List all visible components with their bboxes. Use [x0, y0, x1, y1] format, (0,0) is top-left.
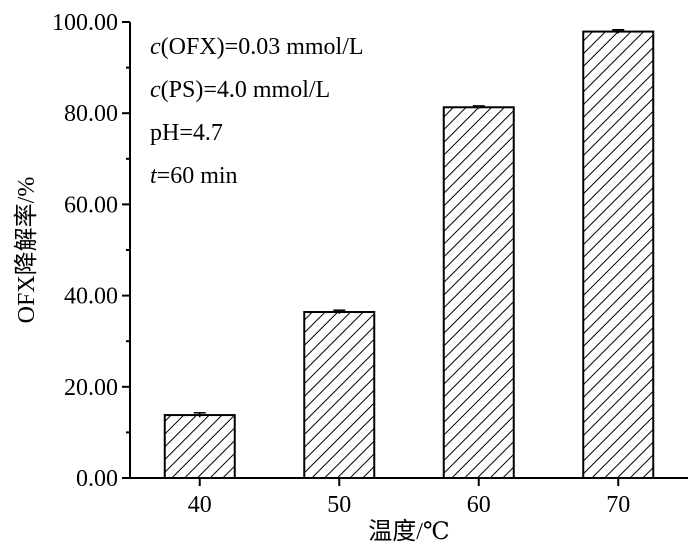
x-axis-ticks: 40 50 60 70	[188, 478, 630, 518]
x-tick-label-60: 60	[467, 492, 491, 518]
y-tick-label: 40.00	[64, 284, 118, 310]
bars	[163, 29, 655, 480]
bar-40	[163, 414, 236, 479]
x-tick-label-40: 40	[188, 492, 212, 518]
y-tick-label: 80.00	[64, 101, 118, 127]
y-tick-label: 100.00	[52, 10, 118, 36]
bar-60	[442, 106, 515, 479]
annotation-line: c(PS)=4.0 mmol/L	[150, 77, 330, 103]
y-axis-ticks: 0.00 20.00 40.00 60.00 80.00 100.00	[52, 10, 130, 492]
x-tick-label-50: 50	[327, 492, 351, 518]
annotation-line: t=60 min	[150, 163, 238, 189]
annotation-line: pH=4.7	[150, 120, 223, 146]
x-tick-label-70: 70	[606, 492, 630, 518]
y-axis-title: OFX降解率/%	[13, 177, 40, 324]
bar-70	[582, 30, 655, 480]
y-tick-label: 0.00	[76, 466, 118, 492]
annotation-line: c(OFX)=0.03 mmol/L	[150, 34, 364, 60]
y-tick-label: 60.00	[64, 192, 118, 218]
annotation-block: c(OFX)=0.03 mmol/L c(PS)=4.0 mmol/L pH=4.7…	[150, 34, 364, 189]
y-tick-label: 20.00	[64, 375, 118, 401]
bar-50	[303, 311, 376, 479]
x-axis-title: 温度/℃	[368, 518, 450, 545]
